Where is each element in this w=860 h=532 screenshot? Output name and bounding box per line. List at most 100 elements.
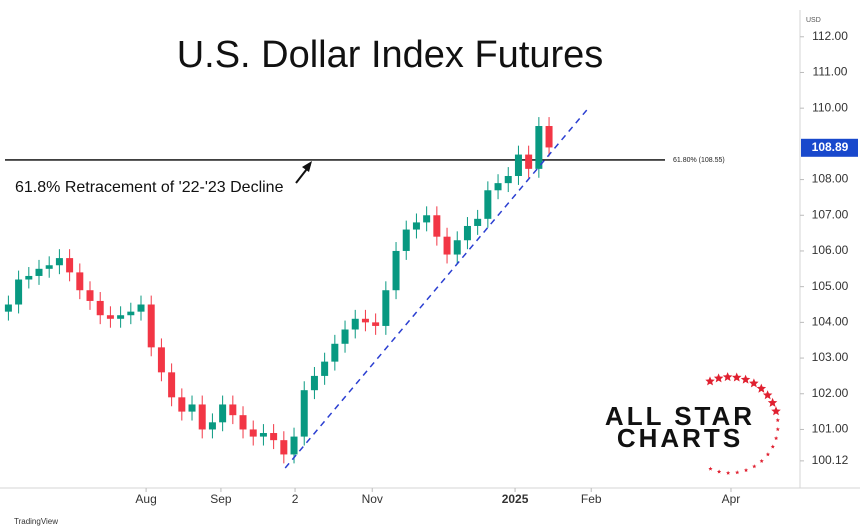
candle-body [392,250,400,291]
annotation: 61.8% Retracement of '22-'23 Decline [15,179,284,196]
y-tick-label: 111.00 [813,65,848,79]
candle-body [331,343,339,362]
logo-star [775,418,780,422]
candle-body [280,440,288,455]
candle-body [76,272,84,291]
logo-star [740,374,751,384]
candle-body [484,190,492,219]
candle-body [372,322,380,326]
candle-body [96,300,104,316]
logo-star [759,458,764,463]
candle-body [453,240,461,255]
trendline [284,105,591,469]
x-tick-label: Sep [210,492,232,506]
y-tick-label: 105.00 [812,279,849,293]
candle-body [504,175,512,184]
logo-star [708,466,713,471]
candle-body [525,154,533,169]
candle-body [25,275,33,280]
candle-body [178,397,186,412]
candle-body [341,329,349,344]
candle-body [147,304,155,348]
last-price-badge [801,138,858,157]
y-tick-label: 107.00 [812,207,849,221]
level-label: 61.80% (108.55) [673,157,725,164]
logo-star [713,373,724,383]
candle-body [443,236,451,255]
candle-body [412,222,420,230]
candle-body [463,225,471,241]
candle-body [55,258,63,266]
candle-body [229,404,237,416]
candle-body [474,218,482,226]
logo-star [726,470,731,475]
candle-body [86,290,94,301]
y-tick-label: 100.12 [812,453,849,467]
candle-body [514,154,522,176]
currency-label: USD [806,17,821,24]
y-tick-label: 102.00 [812,386,849,400]
logo-star [762,390,773,400]
candle-body [545,126,553,148]
candle-body [188,404,196,412]
candle-body [423,215,431,223]
x-tick-label: 2 [292,492,299,506]
candle-body [321,361,329,376]
candle-body [168,372,176,398]
logo-star [770,444,775,449]
candle-body [66,258,74,273]
x-tick-label: Aug [135,492,156,506]
candle-body [433,215,441,237]
candle-body [219,404,227,423]
y-tick-label: 104.00 [812,315,849,329]
candle-body [35,268,43,276]
candle-body [382,290,390,326]
candle-body [300,390,308,437]
candle-body [117,315,125,319]
logo-text: CHARTS [617,423,743,453]
y-tick-label: 101.00 [812,422,849,436]
logo-star [774,436,779,440]
x-tick-label: Nov [362,492,383,506]
logo-star [767,397,778,407]
logo-stars [705,372,781,475]
candle-body [15,279,23,305]
candle-body [137,304,145,312]
candle-body [45,265,53,269]
logo-star [765,452,770,457]
logo-star [732,372,742,382]
annotation-arrowhead [302,161,312,172]
x-tick-label: 2025 [502,492,529,506]
candle-body [351,318,359,330]
candle-body [361,318,369,323]
candle-body [249,429,257,437]
y-tick-label: 103.00 [812,350,849,364]
logo-star [717,469,722,474]
x-tick-label: Apr [722,492,741,506]
candle-body [208,422,216,430]
candle-body [402,229,410,251]
y-tick-label: 112.00 [812,29,848,43]
chart-title: U.S. Dollar Index Futures [177,34,604,76]
x-tick-label: Feb [581,492,602,506]
logo-star [752,464,757,469]
logo-star [771,406,781,416]
candle-body [239,415,247,430]
candle-body [157,347,165,373]
candle-body [4,304,12,312]
logo-star [775,427,780,432]
candle-body [106,315,114,319]
candle-body [310,375,318,391]
y-tick-label: 108.00 [812,172,849,186]
source-label: TradingView [14,517,58,526]
candle-body [127,311,135,316]
y-tick-label: 110.00 [812,100,848,114]
logo-star [756,383,767,393]
logo-star [735,470,740,475]
last-price-label: 108.89 [812,140,849,154]
logo-star [749,378,759,388]
logo-text: ALL STAR [605,401,755,431]
candle-body [535,126,543,169]
candle-body [198,404,206,430]
